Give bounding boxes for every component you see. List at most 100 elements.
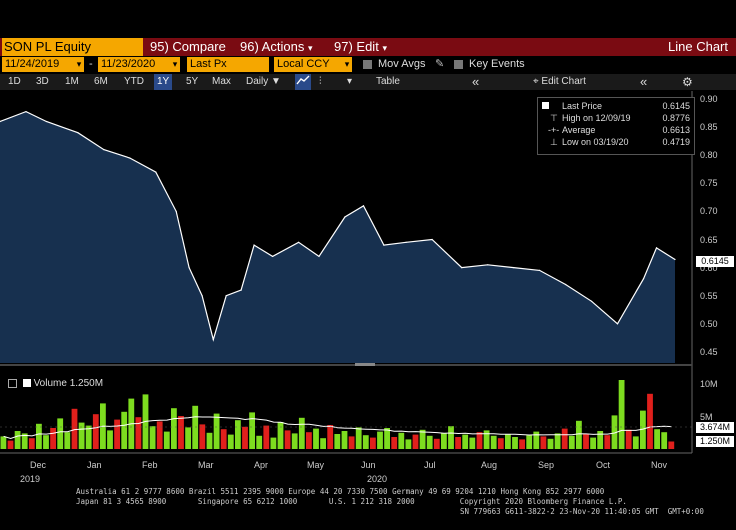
range-6m[interactable]: 6M — [94, 76, 108, 87]
edit-label: 97) Edit — [334, 39, 379, 54]
volume-bar — [370, 437, 376, 449]
month-tick: Dec — [30, 460, 47, 470]
frequency-select[interactable]: Daily ▼ — [246, 76, 281, 87]
edit-chart-button[interactable]: ⌖ Edit Chart — [533, 74, 586, 90]
legend-high: ⊤ High on 12/09/19 0.8776 — [538, 112, 694, 124]
volume-bar — [249, 412, 255, 449]
chevron-down-icon[interactable]: ▾ — [347, 76, 353, 87]
frequency-label: Daily — [246, 76, 269, 87]
legend-average: -+- Average 0.6613 — [538, 124, 694, 136]
price-tick: 0.65 — [700, 234, 718, 245]
price-tick: 0.75 — [700, 178, 718, 189]
price-point — [0, 120, 1, 123]
series-swatch-icon[interactable] — [542, 102, 549, 109]
price-tick: 0.50 — [700, 318, 718, 329]
mov-avgs-checkbox[interactable] — [363, 60, 372, 69]
legend-average-label: Average — [562, 125, 596, 135]
field-select[interactable]: Last Px — [187, 57, 269, 72]
price-tick: 0.70 — [700, 206, 718, 217]
chevron-down-icon[interactable]: ▾ — [342, 57, 352, 72]
security-ticker[interactable]: SON PL Equity — [2, 38, 143, 56]
volume-bar — [242, 426, 248, 449]
volume-bar — [448, 426, 454, 449]
price-point — [616, 323, 619, 325]
start-date-field[interactable]: 11/24/2019 — [2, 57, 74, 72]
volume-bar — [526, 435, 533, 449]
volume-bar — [625, 429, 632, 449]
volume-bar — [121, 411, 128, 449]
footer-contacts-2: Japan 81 3 4565 8900 Singapore 65 6212 1… — [76, 497, 627, 506]
volume-bar — [568, 435, 575, 449]
volume-bar — [270, 437, 277, 449]
volume-bar — [476, 432, 483, 449]
currency-select[interactable]: Local CCY — [274, 57, 342, 72]
volume-bar — [114, 419, 120, 449]
line-chart-icon[interactable] — [295, 74, 311, 90]
calendar-icon[interactable]: ▾ — [74, 57, 84, 72]
key-events-checkbox[interactable] — [454, 60, 463, 69]
actions-menu[interactable]: 96) Actions ▾ — [240, 38, 312, 56]
date-separator: - — [89, 58, 93, 70]
volume-bar — [497, 438, 504, 449]
last-price-tag: 0.6145 — [696, 256, 734, 267]
end-date-field[interactable]: 11/23/2020 — [98, 57, 170, 72]
high-marker-icon: ⊤ — [550, 113, 558, 123]
price-tick: 0.55 — [700, 290, 718, 301]
volume-bar — [661, 432, 668, 449]
collapse-left-icon[interactable]: « — [472, 74, 480, 89]
volume-bar — [156, 421, 163, 449]
volume-last-tag: 1.250M — [696, 436, 734, 447]
price-point — [487, 264, 489, 266]
month-tick: Jul — [424, 460, 436, 470]
range-3d[interactable]: 3D — [36, 76, 49, 87]
volume-bar — [483, 430, 490, 449]
collapse-right-icon[interactable]: « — [640, 74, 648, 89]
legend-low-value: 0.4719 — [662, 137, 690, 147]
volume-bar — [163, 431, 170, 449]
volume-bar — [455, 437, 461, 449]
volume-bar — [171, 408, 177, 449]
range-1m[interactable]: 1M — [65, 76, 79, 87]
month-tick: Feb — [142, 460, 158, 470]
range-1d[interactable]: 1D — [8, 76, 21, 87]
volume-bar — [277, 422, 284, 449]
pencil-icon[interactable]: ✎ — [435, 58, 445, 70]
range-5y[interactable]: 5Y — [186, 76, 199, 87]
volume-bar — [14, 431, 21, 449]
calendar-icon[interactable]: ▾ — [170, 57, 180, 72]
volume-bar — [192, 405, 199, 449]
range-ytd[interactable]: YTD — [124, 76, 144, 87]
month-tick: Jan — [87, 460, 102, 470]
range-1y[interactable]: 1Y — [154, 74, 173, 90]
low-marker-icon: ⊥ — [550, 137, 558, 147]
legend-last-price: Last Price 0.6145 — [538, 100, 694, 112]
volume-bar — [433, 438, 440, 449]
volume-legend: Volume 1.250M — [8, 378, 103, 389]
edit-menu[interactable]: 97) Edit ▾ — [334, 38, 387, 56]
volume-bar — [632, 436, 639, 449]
volume-tick: 5M — [700, 412, 713, 422]
table-button[interactable]: Table — [376, 76, 400, 87]
range-max[interactable]: Max — [212, 76, 231, 87]
price-tick: 0.45 — [700, 346, 718, 357]
volume-bar — [71, 408, 78, 449]
volume-tick: 10M — [700, 379, 718, 389]
volume-toggle-icon[interactable] — [8, 378, 17, 388]
chart-type-title: Line Chart — [668, 39, 728, 54]
volume-bar — [533, 431, 540, 449]
edit-chart-label: Edit Chart — [541, 76, 586, 87]
volume-bar — [576, 420, 582, 449]
price-tick: 0.90 — [700, 94, 718, 104]
price-area — [0, 111, 675, 363]
price-point — [103, 149, 105, 151]
volume-bar — [398, 432, 405, 449]
legend-last-price-label: Last Price — [562, 101, 603, 111]
bar-type-icon[interactable]: ⫶ — [319, 76, 322, 87]
price-point — [240, 289, 242, 291]
price-point — [642, 278, 645, 280]
volume-bar — [291, 433, 298, 449]
gear-icon[interactable]: ⚙ — [682, 75, 693, 89]
volume-bar — [57, 418, 64, 449]
volume-bar — [85, 425, 92, 449]
compare-menu[interactable]: 95) Compare — [150, 39, 226, 54]
